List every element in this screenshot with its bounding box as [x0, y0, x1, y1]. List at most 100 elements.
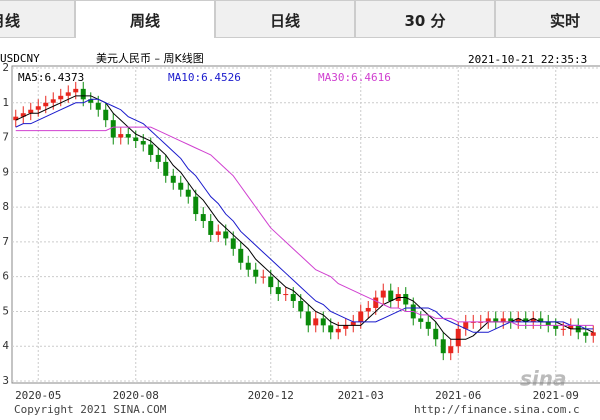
- candle-body: [493, 318, 499, 322]
- candle-body: [380, 290, 386, 298]
- candle-body: [193, 196, 199, 215]
- candle-body: [590, 332, 596, 336]
- candle-body: [560, 328, 566, 330]
- candle-body: [568, 325, 574, 329]
- candle-body: [448, 346, 454, 354]
- candle-body: [28, 109, 34, 114]
- x-tick-label: 2021-06: [435, 389, 481, 402]
- candle-body: [553, 325, 559, 329]
- candle-body: [290, 294, 296, 302]
- candle-body: [230, 238, 236, 249]
- copyright: Copyright 2021 SINA.COM: [14, 403, 167, 416]
- candle-body: [95, 102, 101, 110]
- y-tick-label: 7: [2, 131, 9, 144]
- candle-body: [440, 339, 446, 354]
- y-tick-label: 6.5: [0, 304, 9, 317]
- candle-body: [313, 318, 319, 326]
- legend-entry: MA10:6.4526: [168, 71, 241, 84]
- candle-body: [358, 311, 364, 322]
- candle-body: [350, 321, 356, 326]
- candle-body: [245, 262, 251, 270]
- symbol: USDCNY: [0, 52, 40, 65]
- plot-frame: [11, 65, 600, 384]
- candle-body: [328, 325, 334, 333]
- tab[interactable]: 30 分: [355, 0, 495, 38]
- candle-body: [170, 175, 176, 183]
- candle-body: [515, 318, 521, 322]
- y-tick-label: 6.9: [0, 165, 9, 178]
- x-tick-label: 2020-05: [15, 389, 61, 402]
- candle-body: [500, 318, 506, 322]
- candle-body: [583, 332, 589, 336]
- candle-body: [133, 137, 139, 142]
- y-tick-label: 6.7: [0, 235, 9, 248]
- candle-body: [58, 95, 64, 100]
- y-tick-label: 6.4: [0, 339, 9, 352]
- candle-body: [43, 102, 49, 107]
- candle-body: [65, 92, 71, 96]
- tab[interactable]: 周线: [75, 0, 215, 38]
- candle-body: [148, 144, 154, 155]
- watermark: sina: [520, 367, 567, 391]
- candle-body: [35, 106, 41, 110]
- candle-body: [223, 231, 229, 239]
- candle-body: [178, 182, 184, 190]
- candle-body: [275, 287, 281, 295]
- candle-body: [545, 321, 551, 326]
- candle-body: [185, 189, 191, 197]
- candle-body: [200, 214, 206, 222]
- candle-body: [80, 88, 86, 100]
- candle-body: [118, 134, 124, 138]
- candle-body: [260, 276, 266, 278]
- candle-body: [20, 113, 26, 117]
- candle-body: [140, 141, 146, 145]
- candle-body: [433, 328, 439, 340]
- ma-line: [15, 126, 594, 326]
- tab[interactable]: 实时: [495, 0, 600, 38]
- x-tick-label: 2020-12: [248, 389, 294, 402]
- candle-body: [305, 311, 311, 326]
- candle-body: [155, 154, 161, 162]
- candle-body: [538, 318, 544, 322]
- y-tick-label: 7.2: [0, 61, 9, 74]
- candle-body: [103, 109, 109, 121]
- candle-body: [343, 325, 349, 329]
- candle-body: [485, 318, 491, 322]
- x-tick-label: 2020-08: [113, 389, 159, 402]
- ma-line: [15, 98, 594, 333]
- candle-body: [530, 318, 536, 322]
- legend-entry: MA5:6.4373: [18, 71, 84, 84]
- tab[interactable]: 日线: [215, 0, 355, 38]
- candle-body: [253, 269, 259, 277]
- candle-body: [208, 221, 214, 235]
- candle-body: [50, 99, 56, 103]
- candle-body: [335, 328, 341, 333]
- y-tick-label: 6.6: [0, 270, 9, 283]
- y-tick-label: 6.3: [0, 374, 9, 387]
- candle-body: [365, 307, 371, 312]
- candle-body: [125, 134, 131, 138]
- chart-title: 美元人民币 – 周K线图: [96, 51, 204, 65]
- candle-body: [283, 294, 289, 296]
- ma-line: [15, 95, 594, 340]
- candle-body: [110, 120, 116, 138]
- candle-body: [88, 99, 94, 103]
- timestamp: 2021-10-21 22:35:3: [468, 53, 587, 66]
- candle-body: [268, 276, 274, 288]
- tab[interactable]: 月线: [0, 0, 75, 38]
- legend-entry: MA30:6.4616: [318, 71, 391, 84]
- candle-body: [388, 290, 394, 302]
- candle-body: [73, 88, 79, 93]
- candle-body: [455, 328, 461, 347]
- candle-body: [13, 116, 19, 121]
- candle-body: [418, 318, 424, 322]
- candle-body: [508, 318, 514, 322]
- candle-body: [523, 318, 529, 322]
- candle-body: [298, 301, 304, 312]
- y-tick-label: 6.8: [0, 200, 9, 213]
- y-tick-label: 7.1: [0, 96, 9, 109]
- candle-body: [215, 231, 221, 235]
- x-tick-label: 2021-03: [338, 389, 384, 402]
